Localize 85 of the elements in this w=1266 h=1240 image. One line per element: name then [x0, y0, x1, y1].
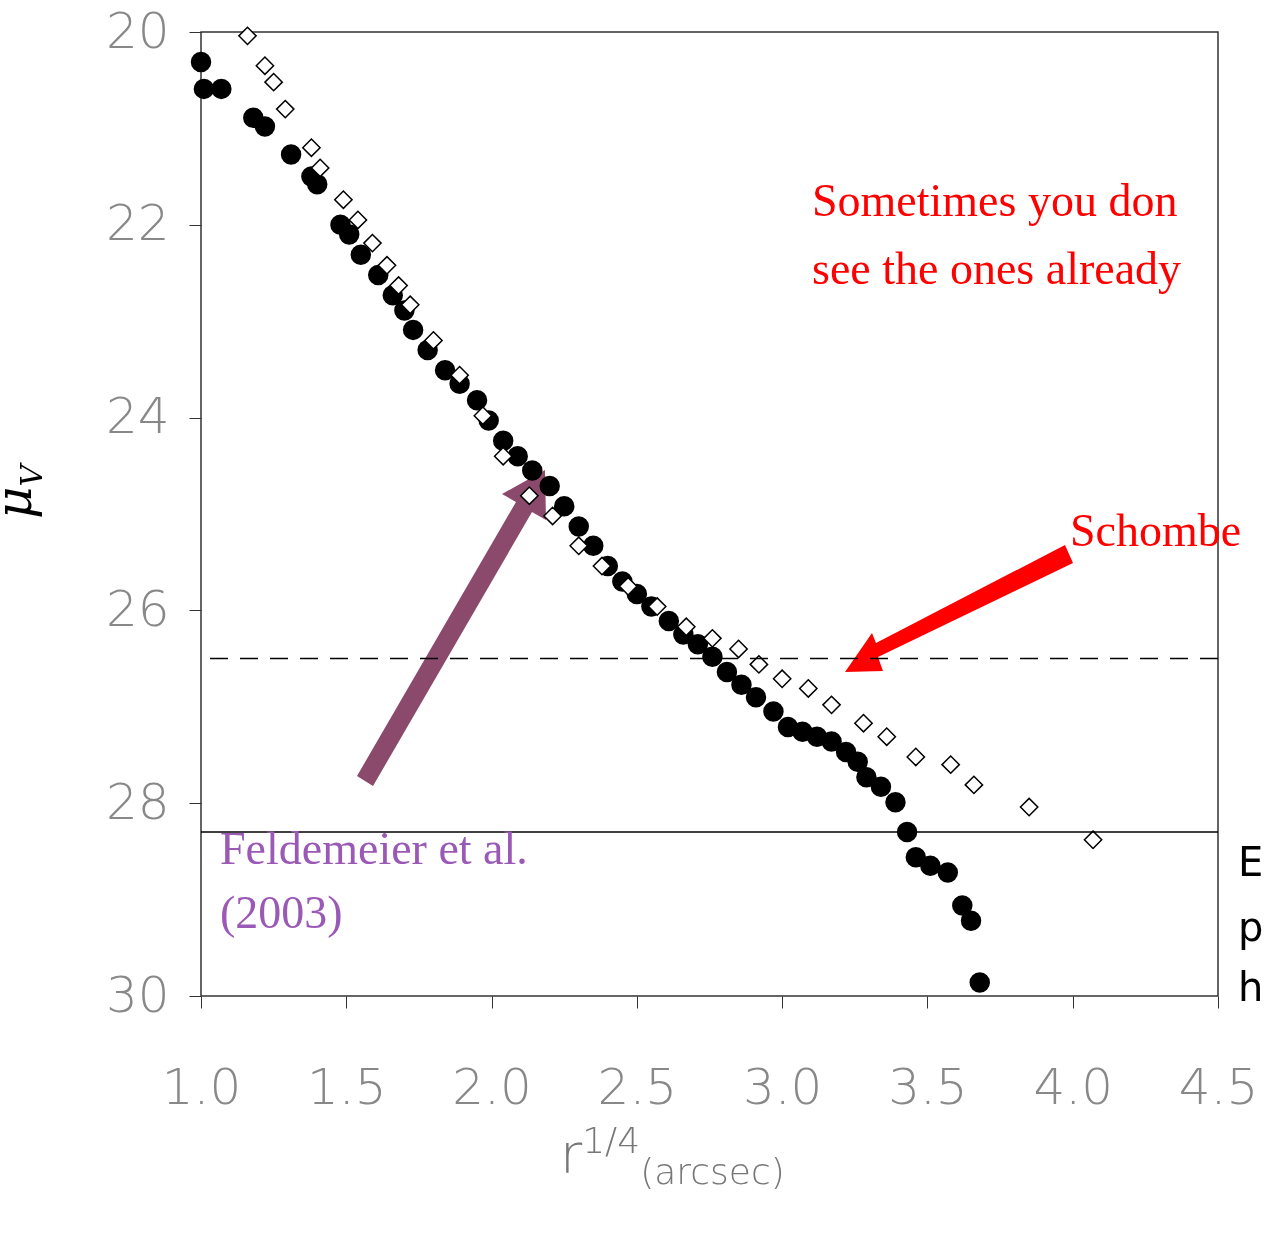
y-tick-label: 24 [105, 387, 170, 446]
y-tick-label: 26 [105, 579, 170, 638]
point [193, 78, 215, 100]
text: p [1238, 904, 1264, 950]
point [1083, 830, 1103, 850]
x-tick-label: 4.5 [1178, 1057, 1259, 1116]
annotation: Feldemeier et al. [220, 823, 528, 874]
point [466, 390, 488, 411]
point [905, 846, 927, 868]
point [473, 406, 493, 426]
point [941, 755, 961, 775]
point [333, 190, 353, 210]
point [507, 445, 528, 467]
point [190, 51, 212, 73]
point [519, 486, 539, 506]
point [400, 295, 420, 315]
x-tick-label: 1.5 [307, 1057, 387, 1116]
point [553, 496, 575, 517]
point [1019, 797, 1039, 817]
point [854, 713, 873, 733]
point [280, 144, 302, 165]
point [676, 617, 696, 637]
point [745, 686, 767, 708]
point [255, 56, 275, 76]
point [647, 597, 667, 616]
x-tick-label: 2.0 [452, 1057, 532, 1116]
point [937, 862, 959, 883]
point [964, 775, 984, 795]
point [238, 26, 257, 46]
point [885, 792, 906, 813]
point [583, 535, 604, 557]
point [702, 646, 723, 667]
annotation: Sometimes you don [812, 175, 1178, 226]
point [539, 475, 560, 497]
point [763, 701, 784, 722]
text: h [1238, 964, 1264, 1010]
y-tick-label: 30 [105, 965, 170, 1024]
point [424, 331, 443, 350]
point [348, 210, 368, 230]
annotation: see the ones already [812, 243, 1182, 294]
point [254, 116, 276, 137]
x-tick-label: 3.5 [888, 1057, 968, 1116]
point [731, 674, 752, 695]
point [687, 633, 709, 655]
point [798, 679, 818, 698]
point [402, 319, 424, 341]
point [275, 99, 295, 119]
point [772, 669, 792, 689]
point [847, 751, 868, 772]
point [568, 516, 589, 537]
point [618, 576, 638, 596]
x-tick-label: 2.5 [597, 1057, 678, 1116]
point [906, 747, 926, 767]
y-tick-label: 28 [105, 772, 170, 831]
point [302, 138, 321, 158]
point [522, 460, 543, 481]
point [377, 255, 397, 275]
point [716, 661, 738, 683]
point [211, 78, 232, 100]
point [960, 910, 982, 932]
y-tick-label: 22 [105, 194, 170, 253]
point [434, 360, 456, 381]
point [592, 556, 612, 576]
point [870, 776, 892, 798]
point [658, 610, 680, 632]
point [877, 727, 897, 747]
y-tick-label: 20 [105, 1, 170, 60]
point [821, 731, 842, 752]
point [952, 895, 973, 916]
point [492, 430, 514, 451]
point [729, 639, 748, 659]
point [310, 158, 330, 178]
x-tick-label: 1.0 [161, 1057, 242, 1116]
point [350, 244, 372, 265]
point [450, 365, 470, 385]
point [389, 276, 408, 295]
point [338, 224, 360, 245]
point [969, 972, 990, 993]
x-tick-label: 3.0 [742, 1057, 823, 1116]
point [306, 174, 328, 195]
annotation: (2003) [220, 887, 343, 938]
x-tick-label: 4.0 [1033, 1057, 1113, 1116]
text: E [1238, 839, 1264, 885]
point [920, 855, 941, 877]
point [856, 766, 877, 788]
